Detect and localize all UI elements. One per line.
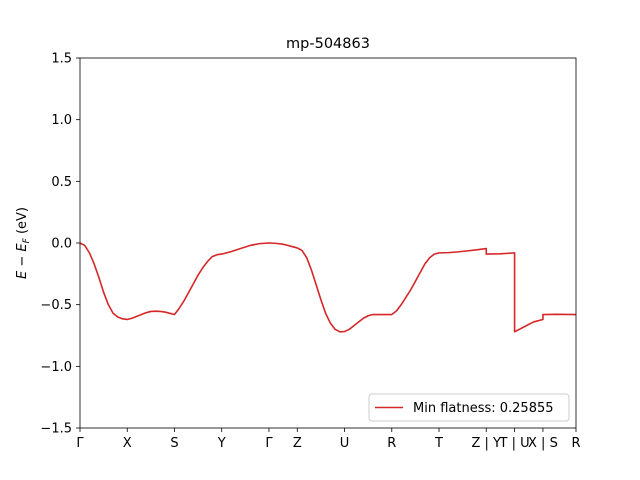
x-axis-ticks: Γ X S Y Γ Z U R T Z | YT | UX | S R	[76, 428, 581, 451]
y-tick-label: 1.5	[51, 52, 72, 67]
y-tick-label: 1.0	[51, 113, 72, 128]
x-tick-label: U	[340, 436, 350, 451]
x-tick-label: R	[571, 436, 580, 451]
y-tick-label: 0.0	[51, 237, 72, 252]
plot-frame	[79, 57, 577, 429]
x-tick-label: Z | Y	[471, 436, 501, 451]
y-tick-label: 0.5	[51, 175, 72, 190]
y-label-unit: (eV)	[15, 207, 30, 238]
x-tick-label: X	[123, 436, 132, 451]
y-label-e: E	[15, 270, 30, 279]
x-tick-label: Γ	[265, 436, 273, 451]
y-tick-label: −0.5	[40, 298, 72, 313]
x-tick-label: X | S	[528, 436, 558, 451]
x-tick-label: R	[387, 436, 396, 451]
chart-title: mp-504863	[286, 36, 370, 52]
x-tick-label: Z	[293, 436, 302, 451]
series-line-min-flatness	[79, 242, 577, 333]
x-tick-label: Y	[217, 436, 226, 451]
y-label-sub: F	[22, 237, 32, 243]
x-tick-label: T | U	[499, 436, 530, 451]
y-label-ef: E	[15, 243, 30, 252]
y-tick-label: −1.0	[40, 360, 72, 375]
legend: Min flatness: 0.25855	[368, 393, 570, 422]
x-tick-label: S	[170, 436, 178, 451]
x-tick-label: Γ	[76, 436, 84, 451]
y-axis-ticks: 1.5 1.0 0.5 0.0 −0.5 −1.0 −1.5	[40, 52, 80, 437]
y-axis-label: E − EF (eV)	[15, 207, 32, 279]
x-tick-label: T	[434, 436, 443, 451]
legend-box	[368, 393, 570, 422]
high-symmetry-lines	[127, 58, 543, 428]
y-tick-label: −1.5	[40, 422, 72, 437]
legend-label: Min flatness: 0.25855	[413, 401, 554, 416]
y-label-minus: −	[15, 252, 30, 271]
